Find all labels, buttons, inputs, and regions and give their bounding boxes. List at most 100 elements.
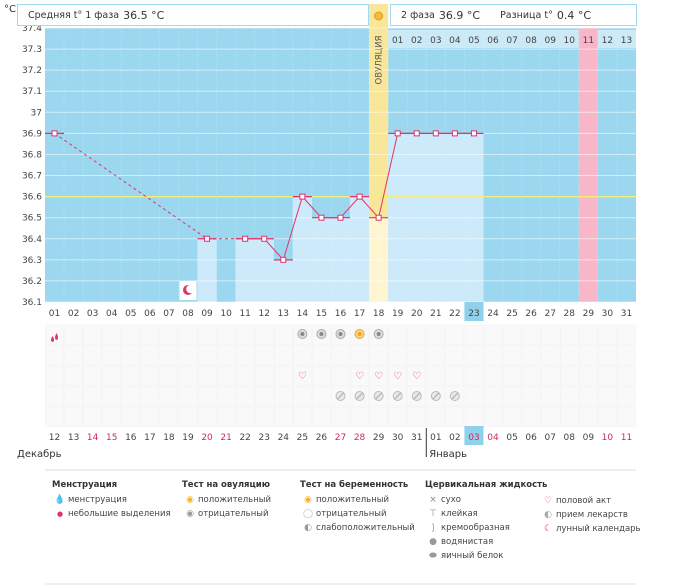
ovulation-negative-marker-center xyxy=(376,332,381,336)
phase2-label: 2 фаза xyxy=(401,9,435,21)
legend-menstruation: Менструация 💧 менструация ● небольшие выде… xyxy=(52,480,171,521)
legend-item-preg-negative: ◯ отрицательный xyxy=(300,507,415,521)
icon-grid-cell xyxy=(140,345,160,366)
icon-grid-cell xyxy=(254,324,274,345)
temperature-point xyxy=(394,130,401,137)
legend-item-preg-positive: ◉ положительный xyxy=(300,493,415,507)
icon-grid-cell xyxy=(216,324,236,345)
y-tick-label: 37 xyxy=(31,108,42,118)
icon-grid-cell xyxy=(464,365,484,386)
icon-grid-cell xyxy=(521,345,541,366)
icon-grid-cell xyxy=(274,386,293,407)
phase2-day-label: 11 xyxy=(583,36,594,46)
icon-grid-cell xyxy=(388,345,407,366)
temperature-point xyxy=(451,130,458,137)
icon-grid-cell xyxy=(407,345,427,366)
icon-grid-cell xyxy=(254,386,274,407)
date-label: 26 xyxy=(316,433,328,443)
ovulation-negative-marker-center xyxy=(338,332,343,336)
cycle-day-label: 17 xyxy=(354,309,365,319)
temperature-point xyxy=(337,214,344,221)
icon-grid-cell xyxy=(274,345,293,366)
icon-grid-cell xyxy=(483,324,503,345)
pill-icon: ◐ xyxy=(544,510,552,520)
icon-grid-cell xyxy=(178,365,198,386)
date-label: 07 xyxy=(544,433,555,443)
icon-grid-cell xyxy=(159,345,179,366)
y-tick-label: 36.4 xyxy=(22,235,42,245)
cycle-day-label: 21 xyxy=(430,309,441,319)
icon-grid-cell xyxy=(598,365,617,386)
icon-grid-cell xyxy=(350,365,369,386)
icon-grid-cell xyxy=(350,406,369,427)
icon-grid-cell xyxy=(197,324,217,345)
icon-grid-cell xyxy=(64,345,83,366)
icon-grid-cell xyxy=(235,386,255,407)
icon-grid-cell xyxy=(102,365,122,386)
cycle-day-label: 01 xyxy=(49,309,60,319)
icon-grid-cell xyxy=(140,365,160,386)
intercourse-marker: ♡ xyxy=(298,371,307,382)
y-unit-label: °C xyxy=(4,4,16,15)
icon-grid-cell xyxy=(312,345,331,366)
phase2-day-label: 04 xyxy=(449,36,461,46)
icon-grid-cell xyxy=(140,406,160,427)
moon-icon-mask xyxy=(186,284,195,294)
icon-grid-cell xyxy=(617,386,636,407)
icon-grid-cell xyxy=(235,324,255,345)
cycle-day-label: 19 xyxy=(392,309,404,319)
icon-grid-cell xyxy=(197,406,217,427)
date-label: 05 xyxy=(506,433,517,443)
date-label: 01 xyxy=(430,433,441,443)
icon-grid-cell xyxy=(102,324,122,345)
phase2-day-label: 13 xyxy=(621,36,632,46)
cycle-day-label: 07 xyxy=(163,309,174,319)
cycle-day-label: 31 xyxy=(621,309,632,319)
icon-grid-cell xyxy=(464,324,484,345)
icon-grid-cell xyxy=(235,365,255,386)
ovulation-header-icon xyxy=(374,11,384,21)
phase2-day-cell xyxy=(578,30,598,48)
icon-grid-cell xyxy=(140,386,160,407)
legend-item-creamy: ❳ кремообразная xyxy=(425,521,547,535)
icon-grid-cell xyxy=(45,345,64,366)
icon-grid-cell xyxy=(197,365,217,386)
icon-grid-cell xyxy=(502,406,522,427)
icon-grid-cell xyxy=(274,324,293,345)
legend-pregnancy-title: Тест на беременность xyxy=(300,480,409,490)
temperature-point xyxy=(261,235,268,242)
phase2-day-cell xyxy=(445,30,465,48)
y-tick-label: 36.5 xyxy=(22,214,42,224)
cycle-day-label: 05 xyxy=(125,309,136,319)
icon-grid-cell xyxy=(579,386,598,407)
phase2-summary: 2 фаза 36.9 °C Разница t° 0.4 °C xyxy=(390,4,637,26)
icon-grid-cell xyxy=(521,324,541,345)
legend-ovulation-title: Тест на овуляцию xyxy=(182,480,271,490)
cycle-day-label: 11 xyxy=(239,309,250,319)
date-label: 06 xyxy=(525,433,537,443)
temperature-point xyxy=(413,130,420,137)
cycle-day-label: 16 xyxy=(335,309,347,319)
legend-item-ovu-positive: ◉ положительный xyxy=(182,493,271,507)
icon-grid-cell xyxy=(483,365,503,386)
cycle-day-label: 15 xyxy=(316,309,327,319)
dry-icon: × xyxy=(429,495,437,505)
cycle-day-label: 09 xyxy=(201,309,213,319)
icon-grid-cell xyxy=(502,365,522,386)
icon-grid-cell xyxy=(617,365,636,386)
legend-item-dry: × сухо xyxy=(425,493,547,507)
icon-grid-cell xyxy=(64,386,83,407)
icon-grid-cell xyxy=(312,365,331,386)
legend-item-sticky: ⊤ клейкая xyxy=(425,507,547,521)
icon-grid-cell xyxy=(369,345,388,366)
y-tick-label: 36.1 xyxy=(22,298,42,308)
y-tick-label: 37.4 xyxy=(22,24,42,34)
phase2-day-cell xyxy=(483,30,503,48)
date-label: 03 xyxy=(468,433,479,443)
pregnancy-negative-icon: ◯ xyxy=(302,509,314,519)
ovulation-label: ОВУЛЯЦИЯ xyxy=(375,35,385,84)
pregnancy-weak-icon: ◐ xyxy=(304,523,312,533)
icon-grid-cell xyxy=(45,386,64,407)
month-label: Декабрь xyxy=(17,449,62,460)
phase2-day-cell xyxy=(426,30,446,48)
